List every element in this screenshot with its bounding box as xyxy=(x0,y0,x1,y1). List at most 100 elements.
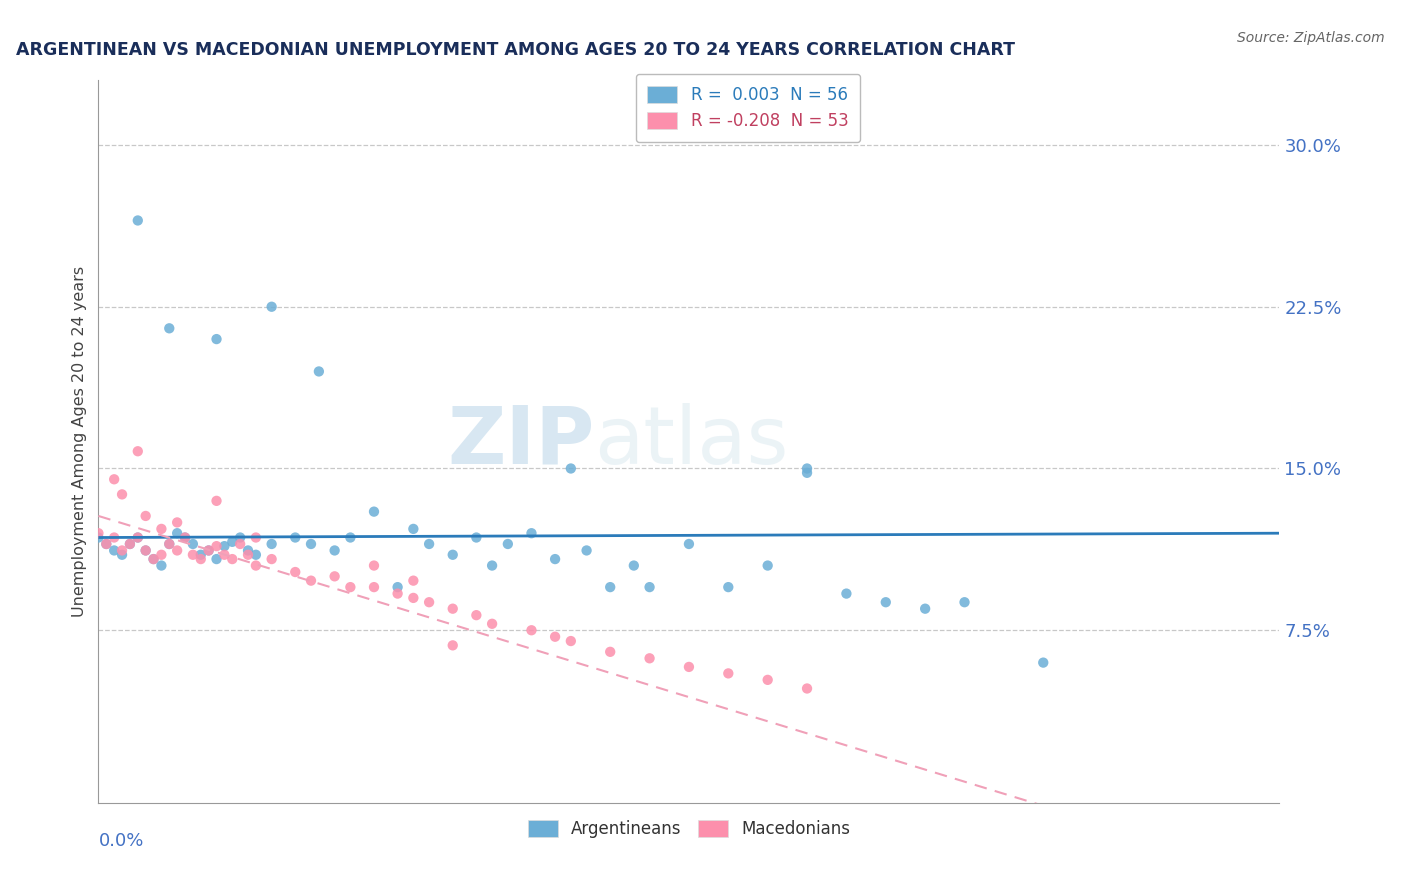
Point xyxy=(142,552,165,566)
Point xyxy=(465,531,488,545)
Point xyxy=(221,552,243,566)
Point xyxy=(599,645,621,659)
Point xyxy=(835,586,858,600)
Point xyxy=(127,444,149,458)
Text: atlas: atlas xyxy=(595,402,789,481)
Point xyxy=(181,548,204,562)
Point xyxy=(638,580,661,594)
Point xyxy=(260,300,283,314)
Point xyxy=(465,608,488,623)
Point xyxy=(323,569,346,583)
Point xyxy=(796,466,818,480)
Point xyxy=(157,537,180,551)
Point xyxy=(135,508,157,523)
Point xyxy=(245,531,267,545)
Point xyxy=(166,516,188,530)
Point xyxy=(87,531,110,545)
Point xyxy=(197,543,219,558)
Point xyxy=(150,522,173,536)
Point xyxy=(181,537,204,551)
Point xyxy=(205,332,228,346)
Point xyxy=(402,574,425,588)
Point xyxy=(150,548,173,562)
Point xyxy=(197,543,219,558)
Point xyxy=(135,543,157,558)
Point xyxy=(638,651,661,665)
Point xyxy=(496,537,519,551)
Point xyxy=(111,487,134,501)
Point xyxy=(756,558,779,573)
Legend: Argentineans, Macedonians: Argentineans, Macedonians xyxy=(520,814,858,845)
Point xyxy=(111,548,134,562)
Point xyxy=(796,461,818,475)
Point xyxy=(441,638,464,652)
Point xyxy=(520,526,543,541)
Point xyxy=(299,574,322,588)
Point xyxy=(323,543,346,558)
Point xyxy=(284,531,307,545)
Point xyxy=(135,543,157,558)
Point xyxy=(214,548,236,562)
Point xyxy=(363,558,385,573)
Point xyxy=(623,558,645,573)
Point xyxy=(111,543,134,558)
Point xyxy=(260,537,283,551)
Point xyxy=(678,537,700,551)
Point xyxy=(284,565,307,579)
Point xyxy=(953,595,976,609)
Point xyxy=(914,601,936,615)
Point xyxy=(103,543,125,558)
Point xyxy=(402,591,425,605)
Point xyxy=(174,531,197,545)
Y-axis label: Unemployment Among Ages 20 to 24 years: Unemployment Among Ages 20 to 24 years xyxy=(72,266,87,617)
Point xyxy=(599,580,621,594)
Point xyxy=(1032,656,1054,670)
Point xyxy=(150,558,173,573)
Point xyxy=(118,537,141,551)
Point xyxy=(205,493,228,508)
Point xyxy=(339,580,361,594)
Point xyxy=(387,580,409,594)
Point xyxy=(796,681,818,696)
Point xyxy=(96,537,118,551)
Point xyxy=(214,539,236,553)
Point xyxy=(118,537,141,551)
Point xyxy=(87,526,110,541)
Point xyxy=(575,543,598,558)
Point xyxy=(190,548,212,562)
Point xyxy=(387,586,409,600)
Point xyxy=(142,552,165,566)
Point xyxy=(103,531,125,545)
Point xyxy=(441,601,464,615)
Point xyxy=(205,552,228,566)
Point xyxy=(236,548,259,562)
Point xyxy=(174,531,197,545)
Point xyxy=(205,539,228,553)
Point xyxy=(229,537,252,551)
Point xyxy=(157,321,180,335)
Point xyxy=(308,364,330,378)
Point xyxy=(544,630,567,644)
Point xyxy=(245,558,267,573)
Text: Source: ZipAtlas.com: Source: ZipAtlas.com xyxy=(1237,31,1385,45)
Point xyxy=(717,580,740,594)
Point xyxy=(678,660,700,674)
Point xyxy=(418,595,440,609)
Point xyxy=(418,537,440,551)
Point xyxy=(756,673,779,687)
Point xyxy=(166,526,188,541)
Point xyxy=(560,634,582,648)
Point xyxy=(717,666,740,681)
Point xyxy=(481,558,503,573)
Point xyxy=(127,213,149,227)
Point xyxy=(560,461,582,475)
Point xyxy=(339,531,361,545)
Point xyxy=(190,552,212,566)
Text: ARGENTINEAN VS MACEDONIAN UNEMPLOYMENT AMONG AGES 20 TO 24 YEARS CORRELATION CHA: ARGENTINEAN VS MACEDONIAN UNEMPLOYMENT A… xyxy=(15,41,1015,59)
Point xyxy=(127,531,149,545)
Point xyxy=(221,534,243,549)
Point xyxy=(260,552,283,566)
Text: 0.0%: 0.0% xyxy=(98,831,143,850)
Point xyxy=(520,624,543,638)
Point xyxy=(157,537,180,551)
